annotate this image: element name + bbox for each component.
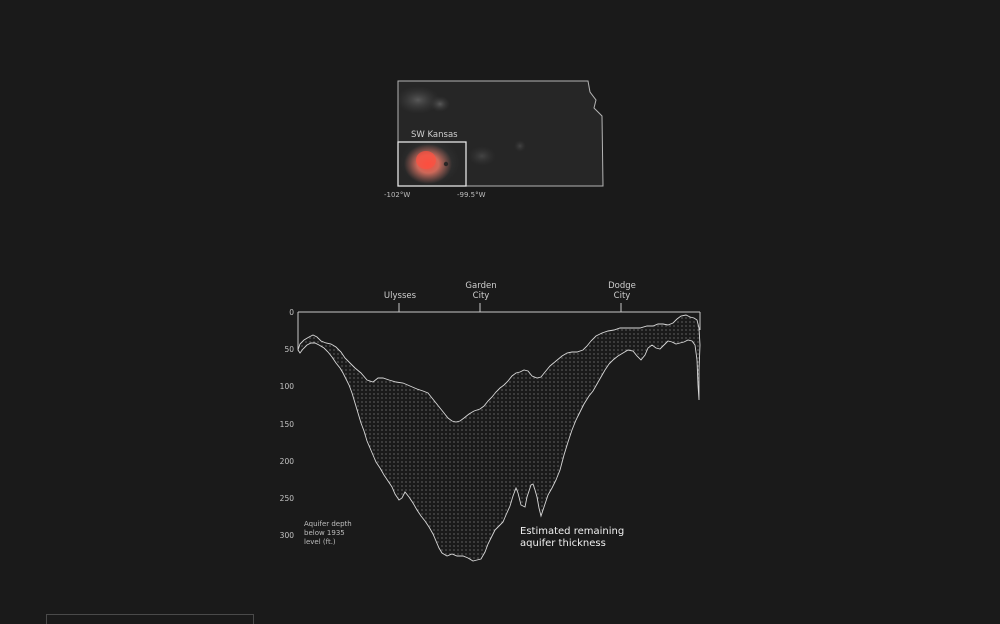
axis-note-line3: level (ft.): [304, 538, 336, 546]
annotation-line2: aquifer thickness: [520, 538, 606, 549]
bottom-panel-edge: [46, 614, 254, 624]
lon-label-west: -102°W: [384, 191, 410, 199]
y-tick-150: 150: [280, 420, 295, 429]
annotation-line1: Estimated remaining: [520, 526, 624, 537]
lon-label-east: -99.5°W: [457, 191, 486, 199]
city-label-garden-line1: Garden: [465, 281, 496, 291]
sw-kansas-highlight-box: [397, 141, 467, 187]
city-label-dodge-line1: Dodge: [608, 281, 636, 291]
depletion-heatmap: [398, 81, 603, 186]
city-label-dodge-line2: City: [614, 291, 631, 301]
y-tick-50: 50: [284, 345, 294, 354]
y-tick-0: 0: [289, 308, 294, 317]
aquifer-profile: Ulysses Garden City Dodge City 0 50 100 …: [280, 281, 701, 562]
y-tick-250: 250: [280, 494, 295, 503]
kansas-map: SW Kansas -102°W -99.5°W: [384, 80, 604, 199]
city-label-ulysses: Ulysses: [384, 291, 417, 301]
sw-kansas-label: SW Kansas: [411, 130, 458, 140]
aquifer-thickness-area: [297, 314, 701, 562]
axis-note-line1: Aquifer depth: [304, 520, 352, 528]
axis-note-line2: below 1935: [304, 529, 345, 537]
city-label-garden-line2: City: [473, 291, 490, 301]
y-tick-300: 300: [280, 531, 295, 540]
y-tick-100: 100: [280, 382, 295, 391]
y-tick-200: 200: [280, 457, 295, 466]
